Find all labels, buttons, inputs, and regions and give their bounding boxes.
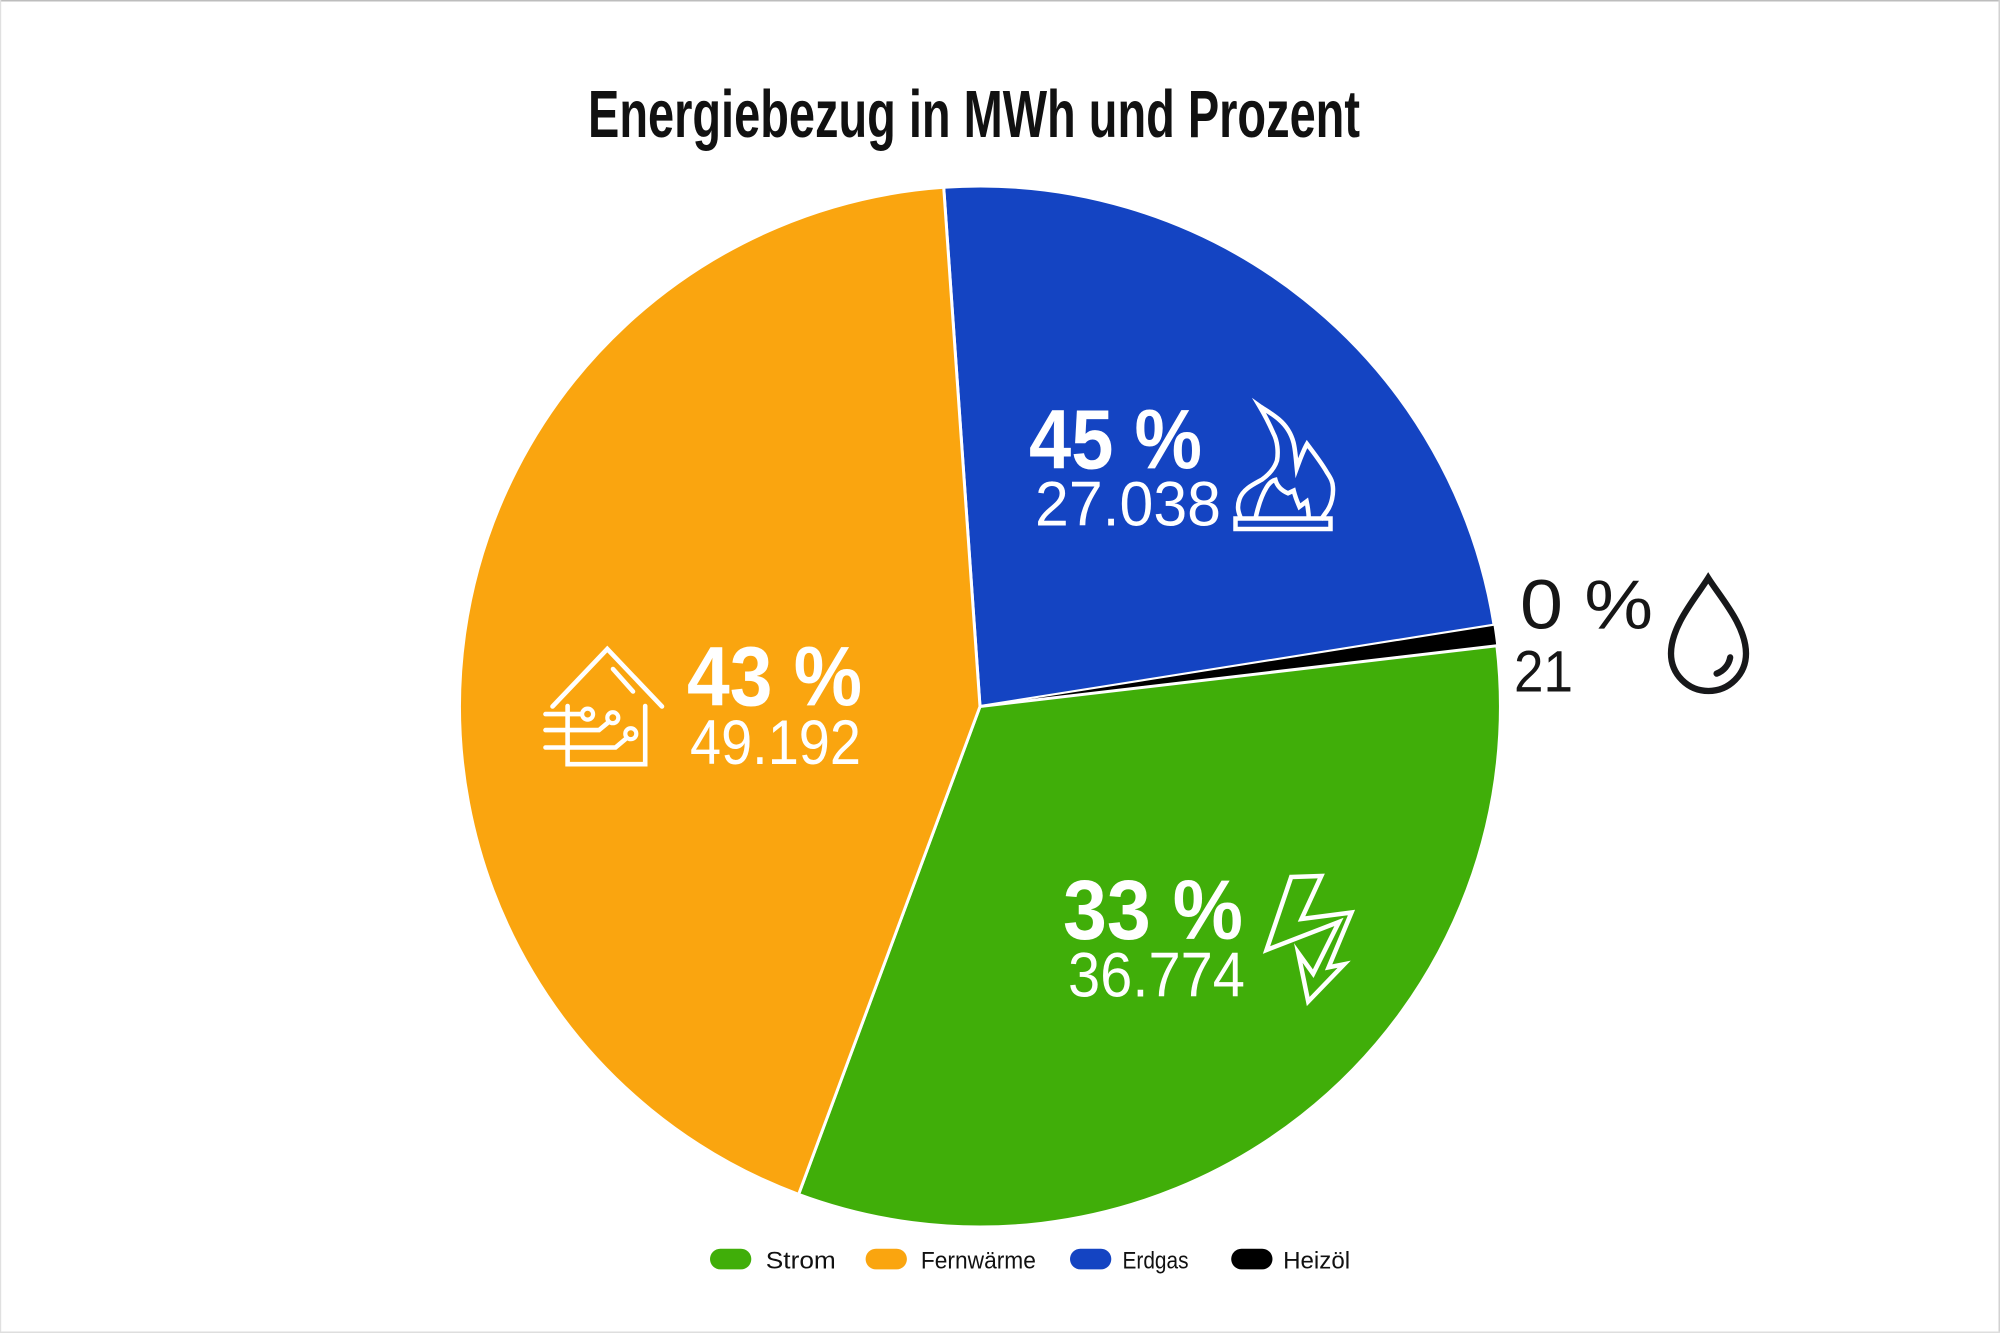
svg-text:43 %: 43 %	[687, 630, 862, 724]
svg-text:Strom: Strom	[766, 1248, 836, 1275]
svg-text:0 %: 0 %	[1520, 566, 1653, 644]
svg-text:Erdgas: Erdgas	[1123, 1248, 1189, 1275]
svg-text:Fernwärme: Fernwärme	[921, 1248, 1036, 1275]
svg-text:33 %: 33 %	[1063, 863, 1243, 957]
svg-text:Energiebezug in MWh und Prozen: Energiebezug in MWh und Prozent	[588, 77, 1360, 152]
svg-text:27.038: 27.038	[1035, 470, 1221, 540]
svg-text:45 %: 45 %	[1029, 393, 1202, 487]
svg-text:Heizöl: Heizöl	[1283, 1248, 1350, 1275]
svg-text:36.774: 36.774	[1068, 941, 1245, 1011]
svg-text:49.192: 49.192	[690, 708, 861, 778]
svg-text:21: 21	[1514, 640, 1573, 705]
